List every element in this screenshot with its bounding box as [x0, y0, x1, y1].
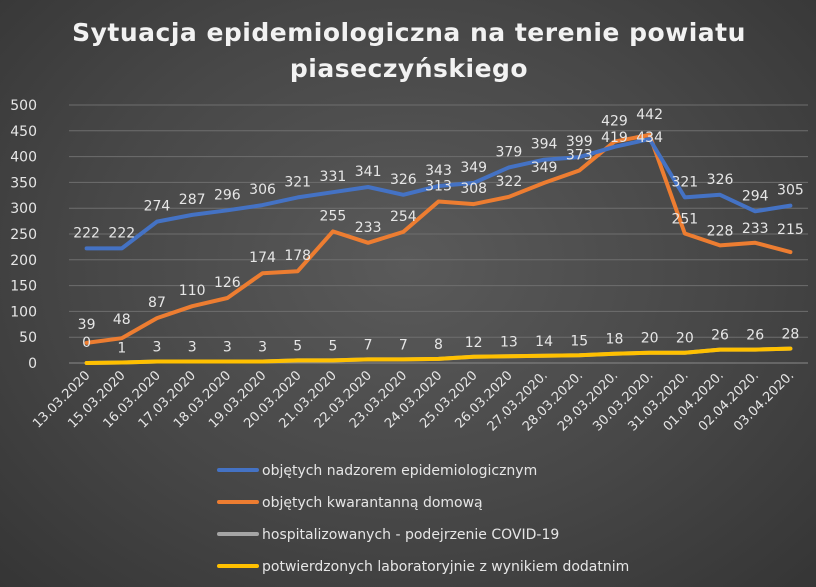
y-axis: 0 50 100 150 200 250 300 350 400 450 500	[10, 98, 37, 372]
data-label-s3: 3	[223, 339, 232, 355]
data-label-s3: 28	[781, 327, 799, 343]
y-tick-label: 300	[10, 201, 37, 217]
y-tick-label: 250	[10, 227, 37, 243]
x-axis: 13.03.202015.03.202016.03.202017.03.2020…	[30, 368, 797, 434]
data-label-s0: 305	[777, 183, 804, 199]
data-label-s1: 110	[179, 283, 206, 299]
data-label-s1: 228	[707, 223, 734, 239]
y-tick-label: 150	[10, 279, 37, 295]
y-tick-label: 200	[10, 253, 37, 269]
y-tick-label: 0	[28, 356, 37, 372]
data-label-s1: 178	[284, 248, 311, 264]
data-label-s1: 87	[148, 295, 166, 311]
series-line-1	[84, 132, 793, 345]
data-label-s1: 215	[777, 222, 804, 238]
series-line-0	[84, 137, 793, 251]
legend: objętych nadzorem epidemiologicznym objęt…	[217, 463, 629, 575]
data-label-s0: 287	[179, 192, 206, 208]
data-label-s0: 326	[707, 172, 734, 188]
data-label-s0: 341	[355, 164, 382, 180]
data-label-s1: 313	[425, 178, 452, 194]
data-label-s1: 174	[249, 250, 276, 266]
data-label-s3: 20	[641, 331, 659, 347]
data-label-s1: 255	[320, 208, 347, 224]
data-label-s3: 15	[570, 333, 588, 349]
data-label-s1: 126	[214, 275, 241, 291]
series-line-3	[84, 346, 793, 365]
data-label-s1: 251	[671, 211, 698, 227]
data-label-s0: 434	[636, 130, 663, 146]
data-label-s1: 322	[496, 174, 523, 190]
data-label-s3: 3	[258, 339, 267, 355]
legend-label: potwierdzonych laboratoryjnie z wynikiem…	[262, 559, 629, 575]
data-label-s0: 296	[214, 187, 241, 203]
data-label-s0: 419	[601, 130, 628, 146]
data-label-s1: 233	[742, 221, 769, 237]
data-label-s1: 349	[531, 160, 558, 176]
data-label-s0: 321	[284, 174, 311, 190]
data-label-s0: 294	[742, 188, 769, 204]
data-label-s0: 222	[73, 225, 100, 241]
chart-title-line-1: Sytuacja epidemiologiczna na terenie pow…	[72, 18, 746, 47]
data-label-s0: 379	[496, 144, 523, 160]
data-label-s1: 429	[601, 114, 628, 130]
data-label-s0: 222	[108, 225, 135, 241]
y-tick-label: 350	[10, 175, 37, 191]
data-label-s0: 343	[425, 163, 452, 179]
data-label-s0: 331	[320, 169, 347, 185]
data-label-s0: 306	[249, 182, 276, 198]
data-label-s3: 7	[364, 337, 373, 353]
data-label-s0: 394	[531, 137, 558, 153]
data-label-s1: 308	[460, 181, 487, 197]
data-label-s3: 26	[746, 328, 764, 344]
data-label-s0: 399	[566, 134, 593, 150]
data-label-s3: 5	[328, 338, 337, 354]
y-tick-label: 500	[10, 98, 37, 114]
y-tick-label: 400	[10, 150, 37, 166]
data-label-s1: 48	[113, 312, 131, 328]
data-label-s0: 321	[671, 174, 698, 190]
data-label-s3: 12	[465, 335, 483, 351]
data-label-s0: 274	[144, 199, 171, 215]
data-label-s0: 326	[390, 172, 417, 188]
data-label-s3: 5	[293, 338, 302, 354]
data-label-s3: 3	[153, 339, 162, 355]
data-label-s1: 254	[390, 209, 417, 225]
data-label-s1: 373	[566, 148, 593, 164]
legend-label: objętych nadzorem epidemiologicznym	[262, 463, 537, 479]
data-label-s3: 0	[82, 335, 91, 351]
y-tick-label: 100	[10, 304, 37, 320]
gridlines	[69, 104, 808, 364]
data-label-s3: 26	[711, 328, 729, 344]
data-label-s3: 20	[676, 331, 694, 347]
y-tick-label: 50	[19, 330, 37, 346]
data-label-s3: 1	[117, 340, 126, 356]
legend-label: hospitalizowanych - podejrzenie COVID-19	[262, 527, 559, 543]
data-label-s1: 39	[78, 317, 96, 333]
data-label-s0: 349	[460, 160, 487, 176]
chart-title-line-2: piaseczyńskiego	[290, 54, 528, 83]
y-tick-label: 450	[10, 124, 37, 140]
data-label-s3: 14	[535, 334, 553, 350]
legend-label: objętych kwarantanną domową	[262, 495, 483, 511]
data-label-s3: 7	[399, 337, 408, 353]
data-label-s1: 442	[636, 107, 663, 123]
data-label-s3: 13	[500, 334, 518, 350]
series-lines	[84, 132, 793, 365]
data-label-s1: 233	[355, 220, 382, 236]
data-label-s3: 8	[434, 337, 443, 353]
data-label-s3: 3	[188, 339, 197, 355]
data-label-s3: 18	[606, 332, 624, 348]
